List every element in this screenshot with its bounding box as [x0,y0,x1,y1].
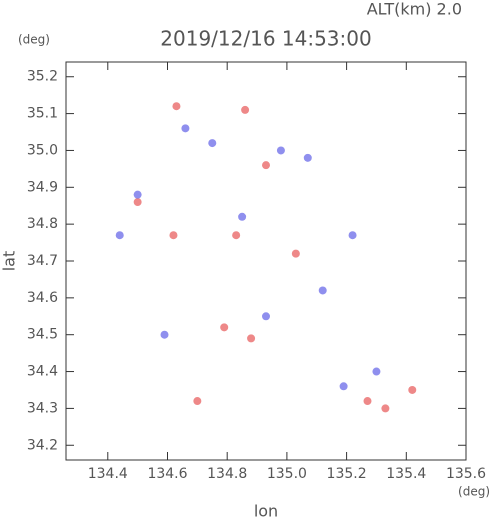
y-tick-label: 34.7 [27,253,58,269]
echo-point [318,286,327,295]
subtitle: ALT(km) 2.0 [367,0,462,19]
echo-point [160,330,169,339]
y-label: lat [0,251,19,272]
echo-point [133,190,142,199]
y-tick-label: 35.2 [27,69,58,85]
y-tick-label: 34.5 [27,327,58,343]
echo-point [303,153,312,162]
x-tick-label: 135.0 [267,466,307,482]
x-label: lon [254,502,278,521]
chart-title: 2019/12/16 14:53:00 [160,27,371,51]
echo-point [372,367,381,376]
echo-point [262,312,270,321]
echo-point [172,102,181,111]
echo-point [408,385,417,394]
echo-point [291,249,300,258]
x-unit: (deg) [458,485,490,499]
plot-frame [65,61,467,461]
echo-point [241,105,250,114]
echo-point [133,198,142,207]
y-tick-label: 34.9 [27,179,58,195]
y-tick-label: 34.8 [27,216,58,232]
y-unit: (deg) [18,33,50,47]
echo-point [348,231,357,240]
echo-point [220,323,229,332]
y-tick-label: 34.2 [27,437,58,453]
x-tick-label: 135.4 [386,466,426,482]
x-tick-label: 135.2 [327,466,367,482]
y-tick-label: 35.1 [27,106,58,122]
echo-point [247,334,256,343]
echo-point [169,231,178,240]
echo-point [115,231,124,240]
y-tick-label: 34.6 [27,290,58,306]
x-tick-label: 134.8 [207,466,247,482]
echo-point [339,382,348,391]
x-tick-label: 134.6 [147,466,187,482]
y-tick-label: 35.0 [27,142,58,158]
echo-point [238,212,247,221]
echo-point [208,139,217,148]
echo-point [193,397,202,406]
echo-point [276,146,285,155]
y-tick-label: 34.4 [27,364,58,380]
x-tick-label: 135.6 [446,466,486,482]
echo-point [363,397,372,406]
echo-point [232,231,241,240]
x-tick-label: 134.4 [88,466,128,482]
echo-point [181,124,190,133]
echo-point [262,161,270,170]
y-tick-label: 34.3 [27,400,58,416]
echo-point [381,404,390,413]
